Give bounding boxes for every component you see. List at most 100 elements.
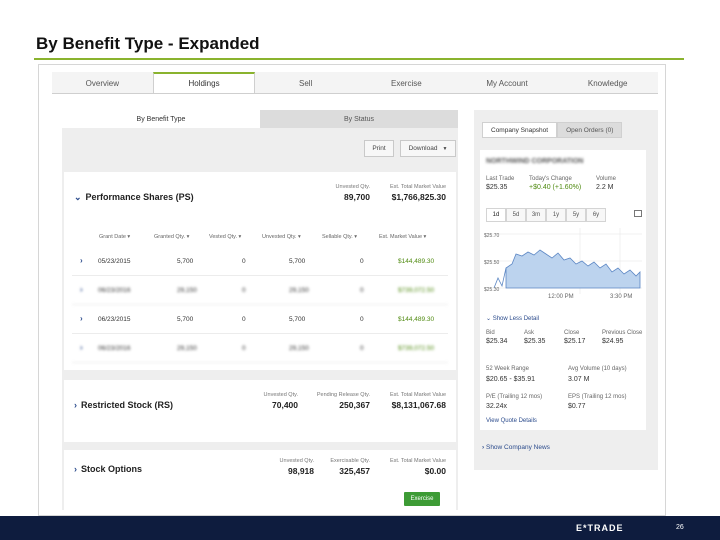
rs-pending-value: 250,367 bbox=[339, 400, 370, 410]
chevron-down-icon: ⌄ bbox=[486, 316, 493, 322]
tab-holdings[interactable]: Holdings bbox=[152, 72, 256, 93]
stock-options-title: Stock Options bbox=[81, 464, 143, 474]
granted-qty-cell: 5,700 bbox=[177, 258, 194, 265]
tab-open-orders[interactable]: Open Orders (0) bbox=[557, 122, 623, 138]
range-5y[interactable]: 5y bbox=[566, 208, 586, 222]
tab-my-account[interactable]: My Account bbox=[486, 79, 528, 88]
volume-label: Volume bbox=[596, 176, 617, 182]
unvested-qty-cell: 29,150 bbox=[289, 345, 309, 352]
bid-value: $25.34 bbox=[486, 338, 508, 345]
avg-volume-label: Avg Volume (10 days) bbox=[568, 366, 627, 372]
tab-overview[interactable]: Overview bbox=[85, 79, 119, 88]
price-chart: $25.70 $25.50 $25.30 12:00 PM 3:30 PM bbox=[484, 228, 642, 294]
so-unvested-value: 98,918 bbox=[288, 466, 314, 476]
week-range-label: 52 Week Range bbox=[486, 366, 529, 372]
expand-chart-icon[interactable] bbox=[634, 210, 642, 217]
slide-footer bbox=[0, 516, 720, 540]
range-6y[interactable]: 6y bbox=[586, 208, 606, 222]
ps-market-metric: Est. Total Market Value $1,766,825.30 bbox=[374, 184, 446, 202]
show-less-detail-link[interactable]: ⌄ Show Less Detail bbox=[486, 316, 540, 322]
snapshot-card bbox=[480, 150, 646, 430]
range-5d[interactable]: 5d bbox=[506, 208, 526, 222]
snapshot-tabs: Company Snapshot Open Orders (0) bbox=[482, 122, 623, 138]
price-line-open bbox=[493, 267, 507, 289]
rs-market-metric: Est. Total Market Value $8,131,067.68 bbox=[374, 392, 446, 410]
col-unvested-qty[interactable]: Unvested Qty. ▾ bbox=[262, 234, 301, 240]
vested-qty-cell: 0 bbox=[242, 258, 246, 265]
grant-date-cell: 06/23/2016 bbox=[98, 287, 131, 294]
ps-unvested-value: 89,700 bbox=[344, 192, 370, 202]
range-1y[interactable]: 1y bbox=[546, 208, 566, 222]
rs-market-label: Est. Total Market Value bbox=[389, 392, 446, 398]
ask-value: $25.35 bbox=[524, 338, 546, 345]
title-rule bbox=[34, 58, 684, 60]
sellable-qty-cell: 0 bbox=[360, 258, 364, 265]
grant-date-cell: 06/23/2016 bbox=[98, 345, 131, 352]
view-quote-details-link[interactable]: View Quote Details bbox=[486, 418, 537, 424]
subtab-by-status[interactable]: By Status bbox=[260, 110, 458, 128]
close-label: Close bbox=[564, 330, 580, 336]
table-row[interactable]: › 06/23/2016 29,150 0 29,150 0 $739,072.… bbox=[72, 335, 448, 363]
chevron-down-icon: ⌄ bbox=[74, 192, 82, 202]
show-company-news-link[interactable]: › Show Company News bbox=[482, 444, 550, 451]
y-tick-label: $25.50 bbox=[484, 260, 500, 266]
table-row[interactable]: › 06/23/2015 5,700 0 5,700 0 $144,489.30 bbox=[72, 306, 448, 334]
range-3m[interactable]: 3m bbox=[526, 208, 546, 222]
performance-shares-card bbox=[64, 172, 456, 370]
performance-shares-header[interactable]: ⌄ Performance Shares (PS) bbox=[74, 192, 194, 203]
rs-unvested-value: 70,400 bbox=[272, 400, 298, 410]
col-grant-date[interactable]: Grant Date ▾ bbox=[99, 234, 131, 240]
rs-unvested-metric: Unvested Qty. 70,400 bbox=[250, 392, 298, 410]
chevron-right-icon: › bbox=[74, 400, 77, 410]
market-value-cell: $144,489.30 bbox=[398, 258, 435, 265]
tab-company-snapshot[interactable]: Company Snapshot bbox=[482, 122, 558, 138]
tab-exercise[interactable]: Exercise bbox=[391, 79, 422, 88]
chart-range-selector: 1d 5d 3m 1y 5y 6y bbox=[486, 208, 606, 222]
ask-label: Ask bbox=[524, 330, 535, 336]
ps-market-value: $1,766,825.30 bbox=[391, 192, 446, 202]
grant-date-cell: 05/23/2015 bbox=[98, 258, 131, 265]
chevron-right-icon: › bbox=[80, 314, 83, 323]
print-button[interactable]: Print bbox=[364, 140, 394, 157]
performance-shares-title: Performance Shares (PS) bbox=[85, 192, 194, 202]
vested-qty-cell: 0 bbox=[242, 287, 246, 294]
avg-volume-value: 3.07 M bbox=[568, 376, 590, 383]
range-1d[interactable]: 1d bbox=[486, 208, 506, 222]
change-label: Today's Change bbox=[529, 176, 572, 182]
granted-qty-cell: 29,150 bbox=[177, 345, 197, 352]
col-sellable-qty[interactable]: Sellable Qty. ▾ bbox=[322, 234, 358, 240]
vested-qty-cell: 0 bbox=[242, 345, 246, 352]
holdings-subtabs: By Benefit Type By Status bbox=[62, 110, 458, 128]
subtab-by-benefit-type[interactable]: By Benefit Type bbox=[62, 110, 260, 128]
so-exercisable-label: Exercisable Qty. bbox=[330, 458, 370, 464]
restricted-stock-header[interactable]: › Restricted Stock (RS) bbox=[74, 400, 173, 410]
so-exercisable-value: 325,457 bbox=[339, 466, 370, 476]
volume-value: 2.2 M bbox=[596, 184, 614, 191]
so-market-value: $0.00 bbox=[424, 466, 446, 476]
close-value: $25.17 bbox=[564, 338, 586, 345]
so-market-label: Est. Total Market Value bbox=[389, 458, 446, 464]
col-vested-qty[interactable]: Vested Qty. ▾ bbox=[209, 234, 242, 240]
table-row[interactable]: › 06/23/2016 29,150 0 29,150 0 $739,072.… bbox=[72, 277, 448, 305]
table-row[interactable]: › 05/23/2015 5,700 0 5,700 0 $144,489.30 bbox=[72, 248, 448, 276]
tab-knowledge[interactable]: Knowledge bbox=[587, 79, 628, 88]
granted-qty-cell: 5,700 bbox=[177, 316, 194, 323]
x-tick-label: 12:00 PM bbox=[548, 294, 574, 300]
etrade-logo: E*TRADE bbox=[576, 523, 624, 533]
chevron-right-icon: › bbox=[74, 464, 77, 474]
tab-sell[interactable]: Sell bbox=[299, 79, 313, 88]
download-button[interactable]: Download ▼ bbox=[400, 140, 456, 157]
vested-qty-cell: 0 bbox=[242, 316, 246, 323]
stock-options-header[interactable]: › Stock Options bbox=[74, 464, 142, 474]
market-value-cell: $144,489.30 bbox=[398, 316, 435, 323]
sellable-qty-cell: 0 bbox=[360, 345, 364, 352]
rs-pending-label: Pending Release Qty. bbox=[316, 392, 370, 398]
last-trade-value: $25.35 bbox=[486, 184, 508, 191]
col-est-market-value[interactable]: Est. Market Value ▾ bbox=[379, 234, 427, 240]
restricted-stock-title: Restricted Stock (RS) bbox=[81, 400, 174, 410]
exercise-button[interactable]: Exercise bbox=[404, 492, 440, 506]
col-granted-qty[interactable]: Granted Qty. ▾ bbox=[154, 234, 190, 240]
chevron-right-icon: › bbox=[482, 444, 486, 451]
ps-unvested-metric: Unvested Qty. 89,700 bbox=[318, 184, 370, 202]
rs-market-value: $8,131,067.68 bbox=[391, 400, 446, 410]
